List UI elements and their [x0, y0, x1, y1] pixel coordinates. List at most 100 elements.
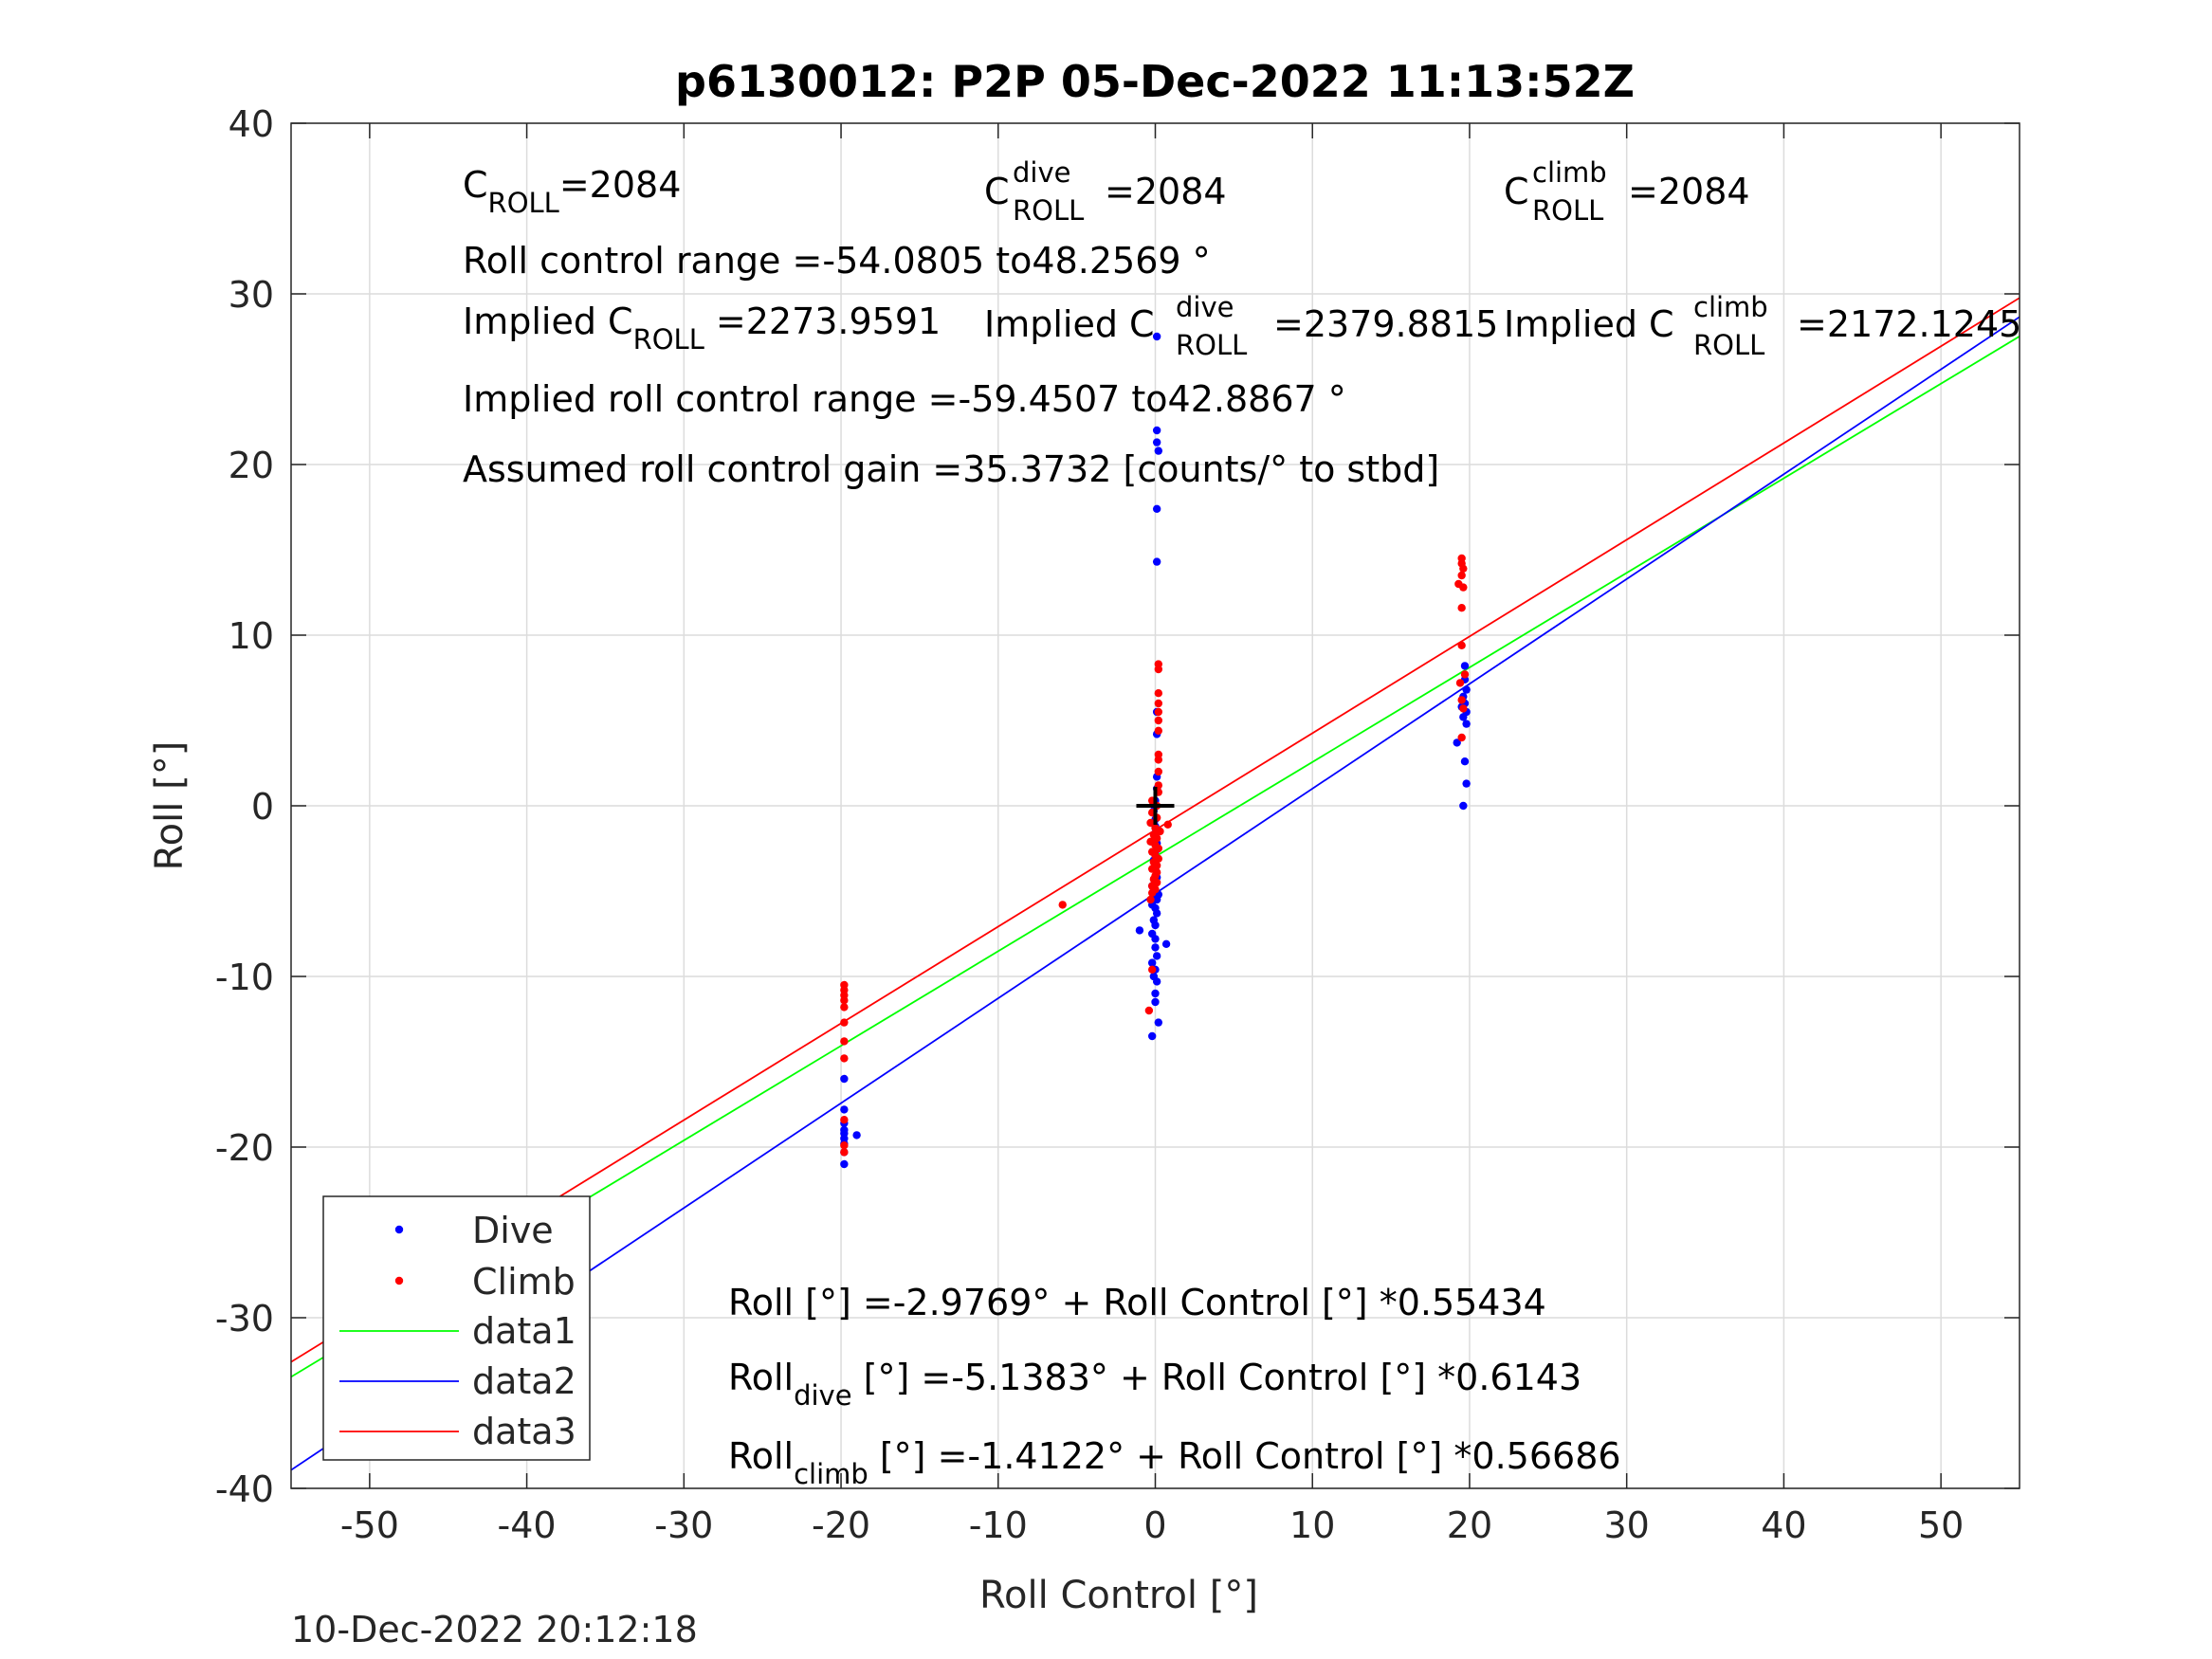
x-tick-label: -20: [812, 1504, 870, 1546]
x-tick-label: -50: [340, 1504, 399, 1546]
point-dive: [1460, 757, 1470, 766]
point-climb: [1459, 704, 1468, 713]
point-climb: [1146, 895, 1155, 904]
point-dive: [1152, 952, 1161, 960]
chart-title: p6130012: P2P 05-Dec-2022 11:13:52Z: [675, 56, 1635, 107]
point-dive: [1151, 921, 1160, 930]
implied-roll-control-range: Implied roll control range =-59.4507 to4…: [463, 378, 1346, 420]
point-climb: [1147, 965, 1157, 974]
fit-equation-dive: Rolldive [°] =-5.1383° + Roll Control [°…: [728, 1357, 1581, 1412]
legend-label: data3: [472, 1411, 576, 1452]
point-climb: [1154, 716, 1163, 725]
point-climb: [1457, 571, 1466, 580]
point-climb: [840, 996, 849, 1005]
x-tick-label: 0: [1143, 1504, 1166, 1546]
y-tick-label: -30: [215, 1298, 274, 1340]
point-dive: [1154, 447, 1163, 455]
legend-marker-climb: [394, 1276, 404, 1285]
point-climb: [1152, 834, 1161, 843]
x-tick-label: 20: [1447, 1504, 1492, 1546]
point-dive: [1154, 1018, 1163, 1027]
point-dive: [1151, 997, 1160, 1007]
implied-climb-value: =2172.1245: [1797, 303, 2021, 345]
point-climb: [1147, 888, 1157, 897]
point-climb: [1144, 1006, 1154, 1015]
point-climb: [840, 1141, 849, 1150]
c-roll-dive-value: =2084: [1105, 171, 1227, 212]
point-climb: [1146, 818, 1155, 828]
implied-dive-prefix: Implied C: [984, 303, 1155, 345]
point-climb: [840, 1037, 849, 1046]
legend-marker-dive: [394, 1225, 404, 1234]
point-dive: [852, 1131, 861, 1139]
legend-label: Dive: [472, 1210, 554, 1251]
y-tick-label: -40: [215, 1468, 274, 1510]
point-dive: [840, 1105, 849, 1114]
y-tick-label: -20: [215, 1127, 274, 1169]
point-climb: [1163, 820, 1172, 829]
point-climb: [1154, 665, 1163, 674]
point-climb: [840, 1148, 849, 1157]
point-dive: [1147, 958, 1157, 967]
point-dive: [1152, 977, 1161, 986]
tick-labels: -50 -40 -30 -20 -10 0 10 20 30 40 50 -40 -30 -20 -10 0 1…: [215, 103, 1964, 1546]
x-tick-label: -40: [498, 1504, 557, 1546]
point-dive: [840, 1159, 849, 1169]
point-dive: [1462, 685, 1471, 694]
point-dive: [1135, 926, 1144, 935]
markers: [1136, 787, 1175, 825]
y-tick-label: 40: [229, 103, 274, 145]
point-climb: [1455, 679, 1465, 687]
y-tick-label: -10: [215, 957, 274, 998]
fit-equation-climb: Rollclimb [°] =-1.4122° + Roll Control […: [728, 1435, 1621, 1490]
point-dive: [1152, 504, 1161, 513]
c-roll-climb-sup: climb: [1532, 156, 1607, 189]
x-tick-label: -10: [969, 1504, 1028, 1546]
point-climb: [1154, 699, 1163, 708]
c-roll-climb-sub: ROLL: [1532, 194, 1603, 227]
y-tick-label: 10: [229, 615, 274, 657]
point-dive: [1460, 662, 1470, 670]
implied-dive-sub: ROLL: [1176, 329, 1247, 361]
point-climb: [1459, 583, 1468, 592]
roll-control-range: Roll control range =-54.0805 to48.2569 °: [463, 240, 1211, 282]
legend: Dive Climb data1 data2 data3: [322, 1195, 591, 1461]
point-climb: [1154, 689, 1163, 698]
assumed-roll-gain: Assumed roll control gain =35.3732 [coun…: [463, 448, 1439, 490]
implied-dive-value: =2379.8815: [1273, 303, 1498, 345]
point-dive: [1462, 720, 1471, 728]
point-dive: [1152, 332, 1161, 341]
ticks: [291, 122, 2020, 1489]
point-climb: [1154, 707, 1163, 717]
point-dive: [1161, 939, 1171, 948]
legend-label: Climb: [472, 1261, 576, 1303]
y-tick-label: 30: [229, 274, 274, 316]
point-dive: [1152, 438, 1161, 447]
y-tick-label: 20: [229, 445, 274, 486]
implied-dive-sup: dive: [1176, 291, 1234, 323]
point-climb: [1457, 733, 1466, 742]
point-dive: [1147, 1031, 1157, 1041]
point-dive: [1459, 713, 1468, 721]
implied-climb-sup: climb: [1693, 291, 1768, 323]
x-tick-label: 40: [1761, 1504, 1806, 1546]
point-dive: [1151, 989, 1160, 998]
legend-box: [322, 1195, 591, 1461]
legend-label: data1: [472, 1310, 576, 1352]
x-tick-label: 10: [1289, 1504, 1335, 1546]
point-climb: [840, 1018, 849, 1027]
fit-equation-all: Roll [°] =-2.9769° + Roll Control [°] *0…: [728, 1282, 1546, 1323]
timestamp: 10-Dec-2022 20:12:18: [291, 1609, 698, 1650]
point-dive: [1453, 738, 1461, 747]
implied-climb-sub: ROLL: [1693, 329, 1764, 361]
point-dive: [840, 1074, 849, 1084]
legend-label: data2: [472, 1360, 576, 1402]
c-roll-climb-annotation: C climb ROLL =2084: [1504, 156, 1750, 227]
point-dive: [1462, 779, 1471, 788]
c-roll-dive-annotation: C dive ROLL =2084: [984, 156, 1227, 227]
point-dive: [1152, 909, 1161, 918]
c-roll-climb-main: C: [1504, 171, 1529, 212]
c-roll-dive-sub: ROLL: [1013, 194, 1084, 227]
point-dive: [1459, 801, 1468, 811]
